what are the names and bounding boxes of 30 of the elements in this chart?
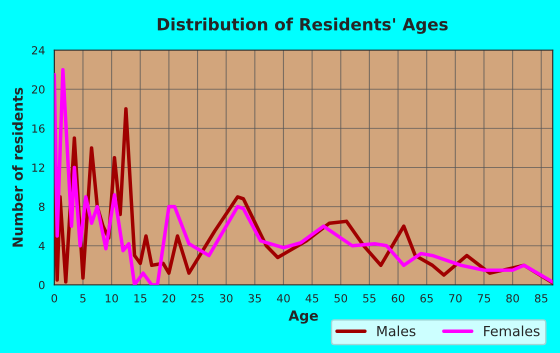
legend-label: Males — [377, 326, 416, 336]
x-tick-label: 45 — [306, 294, 318, 302]
legend-label: Females — [484, 326, 540, 336]
y-axis-title: Number of residents — [12, 88, 23, 247]
x-tick-label: 5 — [80, 294, 86, 302]
y-tick-label: 20 — [32, 85, 45, 94]
y-tick-label: 24 — [32, 46, 45, 54]
x-tick-label: 85 — [534, 294, 548, 302]
x-tick-label: 80 — [506, 294, 519, 302]
x-tick-label: 50 — [334, 294, 348, 302]
y-tick-label: 0 — [38, 280, 45, 290]
x-tick-label: 35 — [248, 294, 261, 302]
y-tick-label: 8 — [38, 202, 45, 211]
x-tick-label: 55 — [363, 294, 376, 302]
x-tick-label: 25 — [191, 294, 204, 302]
x-tick-label: 60 — [392, 294, 404, 302]
x-tick-label: 70 — [449, 294, 462, 302]
x-tick-label: 20 — [162, 294, 176, 302]
y-tick-label: 12 — [32, 163, 44, 172]
y-tick-label: 16 — [32, 124, 45, 133]
x-tick-label: 0 — [52, 294, 58, 302]
x-axis-title: Age — [288, 310, 318, 324]
x-tick-label: 15 — [134, 294, 146, 302]
x-tick-label: 40 — [276, 294, 290, 302]
chart-title: Distribution of Residents' Ages — [158, 18, 448, 34]
x-tick-label: 75 — [478, 294, 490, 302]
x-tick-label: 10 — [106, 294, 118, 302]
x-tick-label: 65 — [420, 294, 433, 302]
y-tick-label: 4 — [38, 242, 45, 250]
x-tick-label: 30 — [220, 294, 233, 302]
